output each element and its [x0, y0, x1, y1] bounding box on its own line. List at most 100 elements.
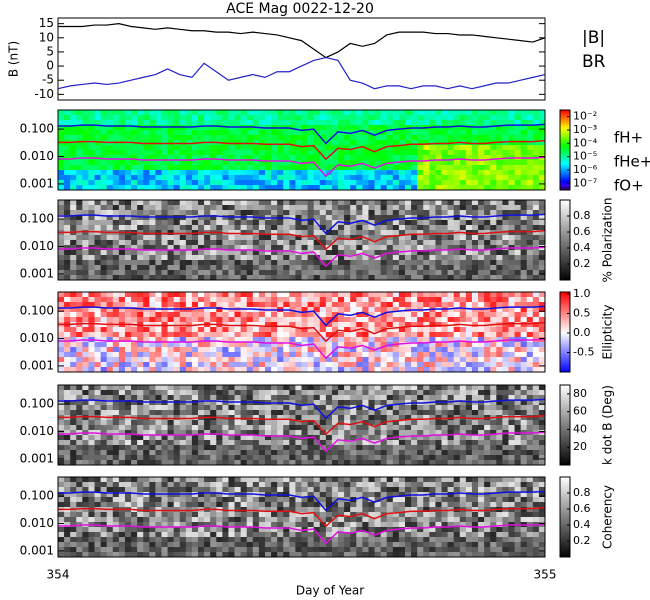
spectrogram-cell — [143, 170, 150, 176]
spectrogram-cell — [386, 405, 394, 411]
spectrogram-cell — [76, 302, 83, 308]
spectrogram-cell — [252, 395, 260, 401]
spectrogram-cell — [94, 165, 102, 171]
spectrogram-cell — [392, 390, 400, 396]
spectrogram-cell — [538, 200, 546, 206]
spectrogram-cell — [198, 155, 205, 161]
spectrogram-cell — [198, 332, 205, 338]
spectrogram-cell — [289, 155, 296, 161]
spectrogram-cell — [307, 165, 315, 171]
spectrogram-cell — [222, 145, 229, 151]
spectrogram-cell — [137, 175, 144, 181]
spectrogram-cell — [161, 235, 169, 241]
spectrogram-cell — [532, 435, 540, 441]
spectrogram-cell — [143, 160, 150, 166]
spectrogram-cell — [252, 332, 260, 338]
spectrogram-cell — [295, 200, 302, 206]
spectrogram-cell — [161, 125, 169, 131]
spectrogram-cell — [386, 327, 394, 333]
spectrogram-cell — [100, 297, 108, 303]
spectrogram-cell — [496, 215, 503, 221]
spectrogram-cell — [100, 312, 108, 318]
colorbar-cell — [560, 202, 570, 205]
spectrogram-cell — [350, 155, 357, 161]
spectrogram-cell — [356, 430, 363, 436]
spectrogram-cell — [100, 307, 108, 313]
spectrogram-cell — [198, 307, 205, 313]
spectrogram-cell — [435, 260, 443, 266]
colorbar-cell — [560, 122, 570, 125]
spectrogram-cell — [94, 140, 102, 146]
spectrogram-cell — [471, 385, 479, 391]
spectrogram-cell — [490, 307, 497, 313]
spectrogram-cell — [380, 245, 388, 251]
spectrogram-cell — [459, 270, 467, 276]
spectrogram-cell — [368, 250, 376, 256]
spectrogram-cell — [58, 395, 65, 401]
spectrogram-cell — [58, 367, 65, 373]
spectrogram-cell — [58, 420, 65, 426]
spectrogram-cell — [471, 390, 479, 396]
spectrogram-cell — [271, 245, 278, 251]
spectrogram-cell — [392, 180, 400, 186]
spectrogram-cell — [112, 165, 120, 171]
spectrogram-cell — [277, 425, 284, 431]
spectrogram-cell — [307, 317, 315, 323]
spectrogram-cell — [392, 357, 400, 363]
spectrogram-cell — [350, 250, 357, 256]
spectrogram-cell — [325, 145, 333, 151]
spectrogram-cell — [453, 337, 461, 343]
spectrogram-cell — [490, 250, 497, 256]
spectrogram-cell — [264, 292, 272, 298]
spectrogram-cell — [435, 400, 443, 406]
spectrogram-cell — [258, 352, 266, 358]
spectrogram-cell — [240, 260, 248, 266]
spectrogram-cell — [502, 302, 509, 308]
spectrogram-cell — [325, 400, 333, 406]
spectrogram-cell — [520, 175, 528, 181]
spectrogram-cell — [161, 385, 169, 391]
spectrogram-cell — [295, 362, 302, 368]
spectrogram-cell — [344, 337, 351, 343]
spectrogram-cell — [514, 235, 522, 241]
spectrogram-cell — [191, 165, 199, 171]
spectrogram-cell — [411, 135, 418, 141]
spectrogram-cell — [532, 347, 540, 353]
spectrogram-cell — [392, 135, 400, 141]
spectrogram-cell — [131, 430, 138, 436]
spectrogram-cell — [222, 110, 229, 116]
spectrogram-cell — [100, 347, 108, 353]
spectrogram-cell — [350, 357, 357, 363]
spectrogram-cell — [179, 185, 187, 191]
spectrogram-cell — [404, 395, 412, 401]
spectrogram-cell — [82, 312, 89, 318]
spectrogram-cell — [496, 180, 503, 186]
spectrogram-cell — [331, 385, 339, 391]
spectrogram-cell — [386, 357, 394, 363]
spectrogram-cell — [173, 410, 181, 416]
spectrogram-cell — [417, 327, 424, 333]
spectrogram-cell — [471, 410, 479, 416]
spectrogram-cell — [307, 352, 315, 358]
spectrogram-cell — [264, 265, 272, 271]
spectrogram-cell — [106, 390, 114, 396]
spectrogram-cell — [277, 265, 284, 271]
spectrogram-cell — [252, 175, 260, 181]
spectrogram-cell — [392, 200, 400, 206]
spectrogram-cell — [295, 312, 302, 318]
spectrogram-cell — [210, 395, 217, 401]
spectrogram-cell — [173, 342, 181, 348]
spectrogram-cell — [435, 362, 443, 368]
spectrogram-cell — [325, 420, 333, 426]
spectrogram-cell — [465, 385, 473, 391]
spectrogram-cell — [447, 165, 455, 171]
spectrogram-cell — [246, 200, 254, 206]
spectrogram-cell — [441, 135, 449, 141]
spectrogram-cell — [459, 220, 467, 226]
spectrogram-cell — [100, 420, 108, 426]
spectrogram-cell — [118, 270, 126, 276]
spectrogram-cell — [222, 342, 229, 348]
spectrogram-cell — [374, 327, 382, 333]
spectrogram-cell — [435, 425, 443, 431]
spectrogram-cell — [344, 357, 351, 363]
